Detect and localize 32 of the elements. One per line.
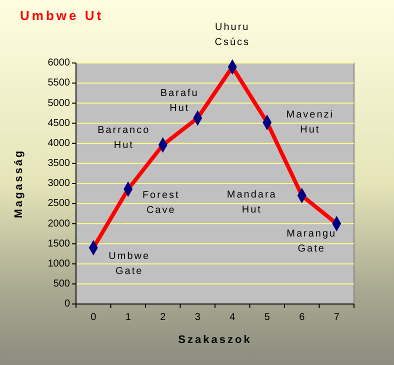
y-tick-label: 500 [53,278,70,290]
annotation: Barafu Hut [160,88,199,114]
annotation: Mavenzi Hut [286,109,334,136]
y-tick-label: 1000 [48,258,70,270]
y-tick-label: 1500 [48,238,70,250]
y-tick-label: 4500 [48,118,70,129]
y-tick-label: 3500 [48,158,70,170]
y-tick-label: 2500 [48,198,70,210]
x-tick-label: 2 [160,312,166,323]
x-tick-label: 3 [194,312,201,323]
annotation: Uhuru Csúcs [214,22,250,48]
annotation: Forest Cave [142,190,180,216]
x-tick-label: 6 [299,312,306,323]
y-tick-label: 6000 [48,58,70,69]
y-tick-label: 2000 [48,218,70,230]
x-tick-label: 0 [90,312,97,323]
annotation: Marangu Gate [286,228,337,254]
y-axis-title: Magasság [13,148,25,218]
y-tick-label: 3000 [48,178,70,190]
annotation: Barranco Hut [98,124,150,151]
x-tick-label: 1 [125,312,132,323]
annotation: Umbwe Gate [108,250,150,276]
chart-title: Umbwe Ut [20,8,104,23]
x-tick-label: 4 [230,312,236,323]
x-axis-title: Szakaszok [178,334,252,346]
y-tick-label: 4000 [48,138,70,149]
y-tick-label: 0 [64,298,70,310]
x-tick-label: 7 [334,312,340,323]
x-tick-label: 5 [264,312,270,323]
y-tick-label: 5500 [48,78,70,89]
annotation: Mandara Hut [226,189,277,216]
y-tick-label: 5000 [48,98,70,109]
